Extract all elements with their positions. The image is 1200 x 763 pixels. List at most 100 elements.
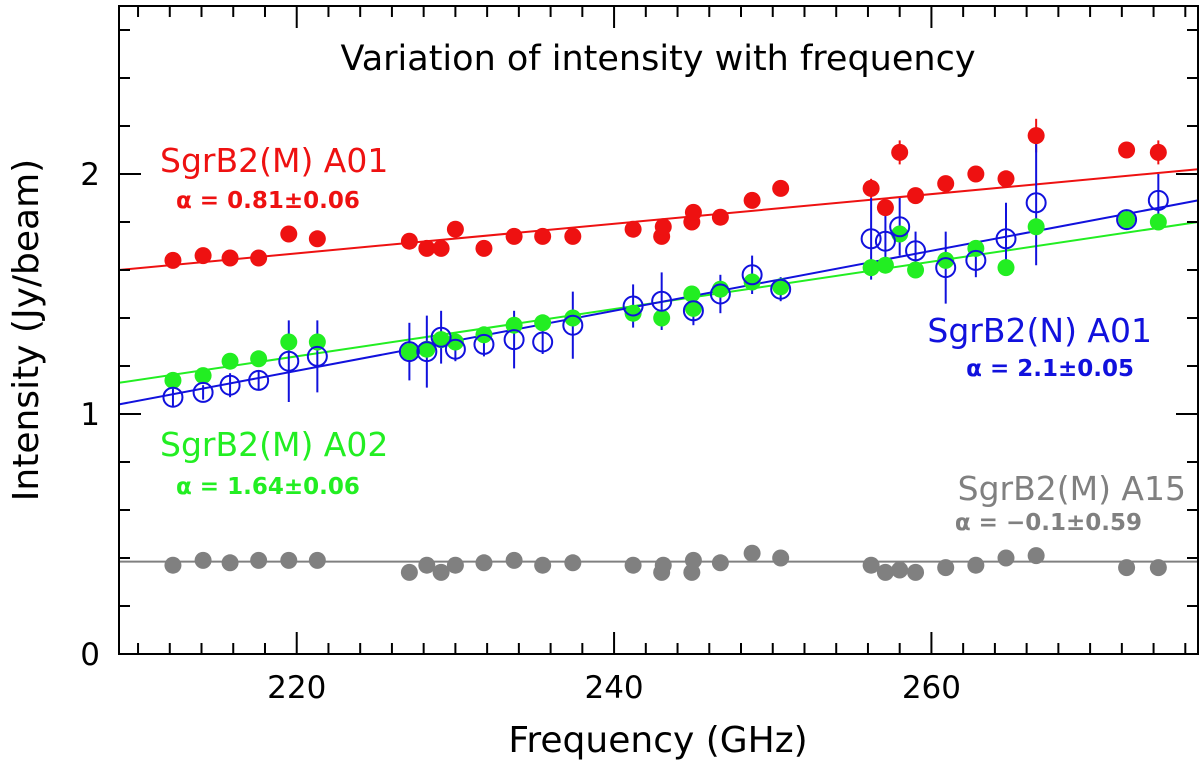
- data-point: [1149, 213, 1167, 231]
- data-point: [280, 225, 298, 243]
- data-point: [1149, 143, 1167, 161]
- data-point: [937, 559, 955, 577]
- data-point: [250, 350, 268, 368]
- data-point: [221, 249, 239, 267]
- data-point: [505, 551, 523, 569]
- data-point: [876, 256, 894, 274]
- series-label-a02: SgrB2(M) A02: [160, 425, 388, 464]
- data-point: [862, 259, 880, 277]
- data-point: [564, 554, 582, 572]
- y-axis-label: Intensity (Jy/beam): [6, 159, 47, 501]
- data-point: [400, 232, 418, 250]
- data-point: [889, 216, 911, 238]
- series-labels-layer: SgrB2(M) A01 α = 0.81±0.06 SgrB2(M) A02 …: [160, 141, 1186, 536]
- data-point: [219, 374, 241, 396]
- data-point: [967, 556, 985, 574]
- data-point: [432, 331, 450, 349]
- data-point: [997, 170, 1015, 188]
- data-point: [475, 239, 493, 257]
- data-point: [876, 199, 894, 217]
- data-point: [505, 316, 523, 334]
- data-point: [1027, 547, 1045, 565]
- data-point: [1116, 209, 1138, 231]
- data-point: [192, 381, 214, 403]
- data-point: [967, 239, 985, 257]
- data-point: [862, 556, 880, 574]
- y-tick-label: 1: [80, 397, 100, 433]
- data-point: [475, 554, 493, 572]
- data-point: [891, 143, 909, 161]
- data-point: [862, 179, 880, 197]
- data-point: [995, 228, 1017, 250]
- series-label-a15: SgrB2(M) A15: [958, 469, 1186, 508]
- data-point: [416, 341, 438, 363]
- data-point: [164, 251, 182, 269]
- plot-frame: [118, 5, 1199, 655]
- data-point: [1118, 211, 1136, 229]
- x-tick-label: 220: [267, 670, 326, 706]
- data-point: [308, 333, 326, 351]
- data-point: [162, 386, 184, 408]
- series-label-n01: SgrB2(N) A01: [927, 311, 1152, 350]
- data-point: [534, 227, 552, 245]
- data-point: [418, 340, 436, 358]
- data-point: [534, 556, 552, 574]
- y-tick-label: 2: [80, 157, 100, 193]
- data-point: [532, 331, 554, 353]
- y-tick-label: 0: [80, 637, 100, 673]
- data-point: [772, 549, 790, 567]
- data-point: [1118, 141, 1136, 159]
- data-point: [503, 329, 525, 351]
- data-point: [874, 230, 896, 252]
- data-point: [860, 228, 882, 250]
- x-tick-label: 240: [584, 670, 643, 706]
- data-point: [684, 551, 702, 569]
- data-point: [280, 333, 298, 351]
- ticks-layer: 220 240 260 0 1 2: [80, 6, 1198, 706]
- data-point: [400, 343, 418, 361]
- data-point: [280, 551, 298, 569]
- data-point: [622, 295, 644, 317]
- data-point: [743, 273, 761, 291]
- data-point: [935, 257, 957, 279]
- series-label-a01: SgrB2(M) A01: [160, 141, 388, 180]
- data-point: [965, 249, 987, 271]
- data-point: [684, 299, 702, 317]
- data-point: [967, 165, 985, 183]
- data-point: [772, 179, 790, 197]
- data-point: [248, 369, 270, 391]
- data-point: [221, 352, 239, 370]
- data-point: [446, 220, 464, 238]
- data-point: [770, 278, 792, 300]
- data-point: [905, 240, 927, 262]
- data-point: [164, 371, 182, 389]
- data-point: [1118, 559, 1136, 577]
- data-point: [432, 239, 450, 257]
- chart-title: Variation of intensity with frequency: [340, 39, 975, 79]
- data-point: [473, 333, 495, 355]
- data-point: [743, 191, 761, 209]
- data-point: [682, 300, 704, 322]
- data-point: [907, 563, 925, 581]
- data-point: [711, 554, 729, 572]
- data-point: [308, 551, 326, 569]
- data-point: [711, 280, 729, 298]
- data-point: [418, 239, 436, 257]
- data-point: [772, 278, 790, 296]
- data-point: [907, 187, 925, 205]
- data-point: [654, 556, 672, 574]
- data-point: [1149, 559, 1167, 577]
- data-point: [398, 341, 420, 363]
- data-point: [194, 551, 212, 569]
- data-point: [651, 290, 673, 312]
- data-point: [683, 285, 701, 303]
- data-point: [444, 338, 466, 360]
- data-point: [562, 314, 584, 336]
- data-point: [446, 556, 464, 574]
- data-point: [505, 227, 523, 245]
- data-point: [907, 261, 925, 279]
- alpha-label-a02: α = 1.64±0.06: [176, 474, 360, 500]
- data-point: [164, 556, 182, 574]
- data-point: [891, 561, 909, 579]
